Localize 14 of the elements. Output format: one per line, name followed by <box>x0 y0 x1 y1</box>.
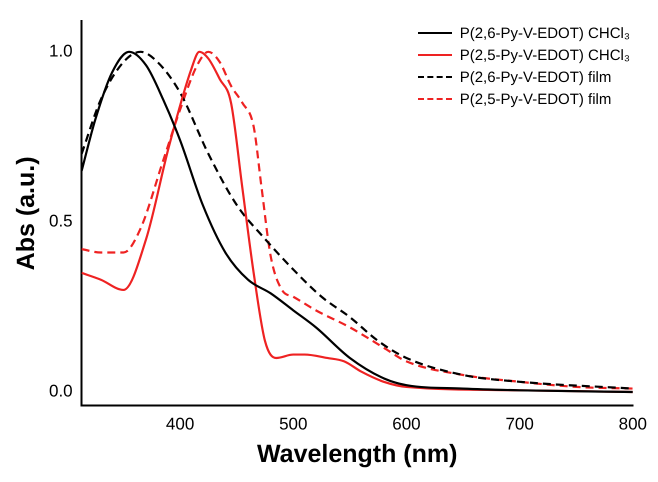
legend-label: P(2,5-Py-V-EDOT) film <box>460 90 612 108</box>
legend-label: P(2,6-Py-V-EDOT) film <box>460 68 612 86</box>
x-tick-label: 600 <box>392 414 421 434</box>
x-tick-label: 400 <box>166 414 194 434</box>
x-tick-label: 700 <box>505 414 534 434</box>
y-tick-label: 0.5 <box>48 212 73 231</box>
y-tick-label: 1.0 <box>48 42 73 61</box>
x-tick-label: 500 <box>279 414 308 434</box>
y-axis-title: Abs (a.u.) <box>12 156 40 270</box>
x-tick-label: 800 <box>618 414 648 434</box>
legend-label: P(2,6-Py-V-EDOT) CHCl₃ <box>460 24 630 42</box>
legend-label: P(2,5-Py-V-EDOT) CHCl₃ <box>460 46 630 64</box>
x-axis-title: Wavelength (nm) <box>256 440 458 468</box>
y-tick-label: 0.0 <box>48 382 73 401</box>
